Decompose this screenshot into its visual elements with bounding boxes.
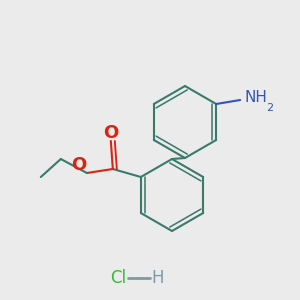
Text: Cl: Cl xyxy=(110,269,126,287)
Text: NH: NH xyxy=(245,91,268,106)
Text: O: O xyxy=(103,124,118,142)
Text: 2: 2 xyxy=(267,103,274,113)
Text: H: H xyxy=(152,269,164,287)
Text: O: O xyxy=(71,156,86,174)
